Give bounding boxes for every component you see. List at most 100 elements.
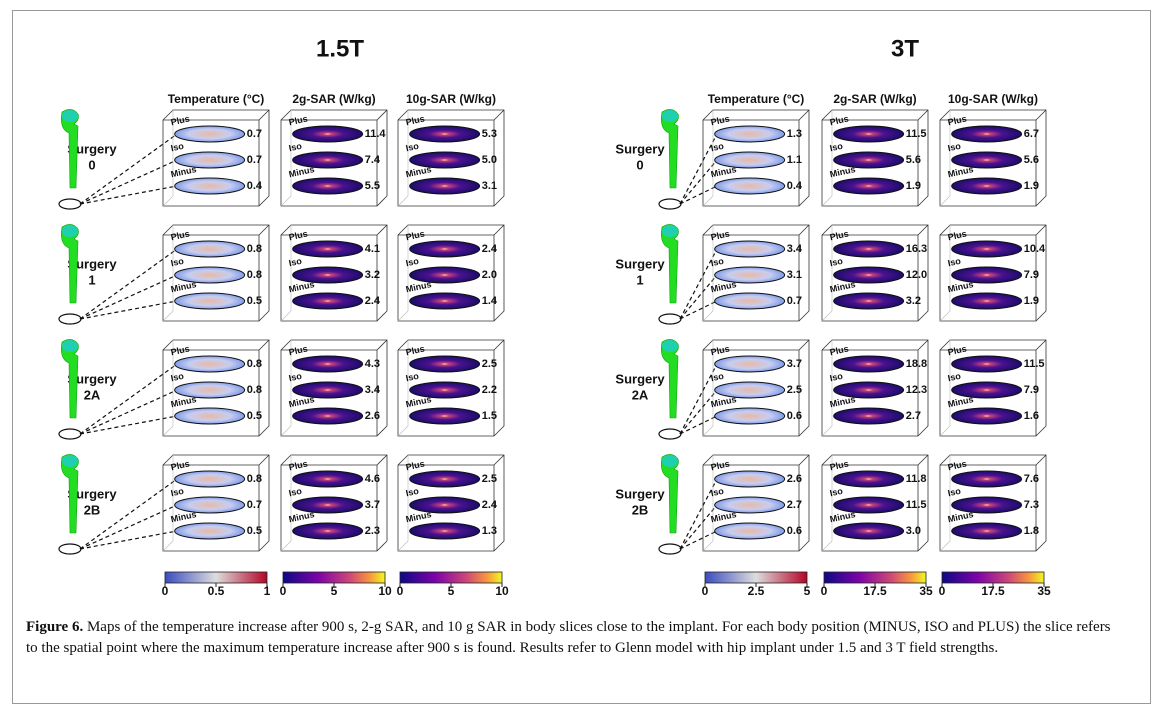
- slice-map: [292, 292, 364, 310]
- slice-value: 11.5: [906, 499, 927, 511]
- row-id: 2A: [84, 387, 101, 402]
- slice-value: 2.5: [787, 384, 802, 396]
- slice-value: 7.9: [1024, 269, 1039, 281]
- colorbar-label: 10: [378, 584, 392, 598]
- slice-value: 2.7: [906, 410, 921, 422]
- slice-map: [833, 496, 905, 514]
- slice-map: [833, 470, 905, 488]
- slice-map: [174, 355, 246, 373]
- slice-label: Iso: [405, 371, 420, 384]
- slice-map: [292, 522, 364, 540]
- connector: [79, 478, 178, 550]
- slice-map: [409, 407, 481, 425]
- column-header: 10g-SAR (W/kg): [948, 92, 1038, 106]
- slice-map: [409, 381, 481, 399]
- caption-text: Maps of the temperature increase after 9…: [26, 619, 1111, 656]
- slice-map: [714, 266, 786, 284]
- colorbar-label: 35: [919, 584, 933, 598]
- slice-value: 11.5: [1024, 358, 1045, 370]
- implant-icon: [661, 109, 679, 189]
- colorbar: [399, 571, 503, 584]
- colorbar-label: 2.5: [748, 584, 765, 598]
- slice-value: 12.0: [906, 269, 927, 281]
- slice-map: [714, 292, 786, 310]
- colorbar-label: 0: [280, 584, 287, 598]
- slice-label: Iso: [947, 256, 962, 269]
- slice-map: [409, 177, 481, 195]
- slice-label: Iso: [405, 141, 420, 154]
- slice-value: 7.3: [1024, 499, 1039, 511]
- column-header: 10g-SAR (W/kg): [406, 92, 496, 106]
- slice-label: Plus: [170, 459, 191, 473]
- slice-value: 0.8: [247, 243, 262, 255]
- connector: [79, 300, 178, 320]
- implant-icon: [61, 224, 79, 304]
- slice-value: 1.6: [1024, 410, 1039, 422]
- slice-map: [174, 125, 246, 143]
- slice-label: Minus: [288, 509, 316, 524]
- column-header: Temperature (°C): [708, 92, 805, 106]
- slice-label: Minus: [170, 394, 198, 409]
- slice-label: Plus: [710, 344, 731, 358]
- cell-edge: [162, 195, 174, 207]
- caption: Figure 6. Maps of the temperature increa…: [26, 617, 1116, 659]
- slice-value: 3.1: [787, 269, 802, 281]
- slice-value: 11.8: [906, 473, 927, 485]
- slice-map: [714, 125, 786, 143]
- slice-value: 0.7: [787, 295, 802, 307]
- colorbar-label: 0: [162, 584, 169, 598]
- slice-label: Iso: [829, 371, 844, 384]
- slice-label: Iso: [288, 371, 303, 384]
- row-label: Surgery: [615, 256, 665, 271]
- slice-value: 0.8: [247, 384, 262, 396]
- slice-map: [833, 125, 905, 143]
- implant-icon: [61, 339, 79, 419]
- slice-value: 2.6: [365, 410, 380, 422]
- cell-edge: [939, 310, 951, 322]
- row-label: Surgery: [615, 371, 665, 386]
- cell-edge: [702, 425, 714, 437]
- slice-map: [714, 177, 786, 195]
- slice-value: 12.3: [906, 384, 927, 396]
- slice-label: Iso: [288, 486, 303, 499]
- slice-value: 1.4: [482, 295, 498, 307]
- slice-label: Minus: [829, 279, 857, 294]
- slice-label: Minus: [710, 279, 738, 294]
- slice-map: [174, 470, 246, 488]
- slice-value: 2.2: [482, 384, 497, 396]
- slice-map: [833, 407, 905, 425]
- slice-map: [714, 240, 786, 258]
- slice-label: Plus: [405, 459, 426, 473]
- colorbar-label: 0: [702, 584, 709, 598]
- slice-label: Plus: [947, 229, 968, 243]
- slice-value: 2.4: [482, 499, 498, 511]
- slice-value: 18.8: [906, 358, 927, 370]
- implant-head: [662, 225, 678, 237]
- slice-label: Minus: [710, 394, 738, 409]
- slice-value: 7.4: [365, 154, 381, 166]
- slice-value: 16.3: [906, 243, 927, 255]
- slice-value: 2.0: [482, 269, 497, 281]
- slice-label: Plus: [710, 229, 731, 243]
- slice-marker: [58, 428, 82, 440]
- row-id: 0: [88, 157, 95, 172]
- column-header: Temperature (°C): [168, 92, 265, 106]
- slice-value: 6.7: [1024, 128, 1039, 140]
- slice-value: 0.5: [247, 295, 262, 307]
- connector: [679, 300, 718, 320]
- slice-map: [174, 496, 246, 514]
- colorbar: [282, 571, 386, 584]
- slice-value: 4.6: [365, 473, 380, 485]
- slice-value: 0.4: [247, 180, 263, 192]
- slice-value: 1.9: [906, 180, 921, 192]
- slice-label: Plus: [710, 459, 731, 473]
- slice-map: [714, 470, 786, 488]
- implant-icon: [61, 109, 79, 189]
- connector: [79, 185, 178, 205]
- slice-label: Minus: [288, 164, 316, 179]
- slice-label: Plus: [947, 459, 968, 473]
- connector: [679, 248, 718, 320]
- cell-edge: [280, 425, 292, 437]
- slice-map: [409, 355, 481, 373]
